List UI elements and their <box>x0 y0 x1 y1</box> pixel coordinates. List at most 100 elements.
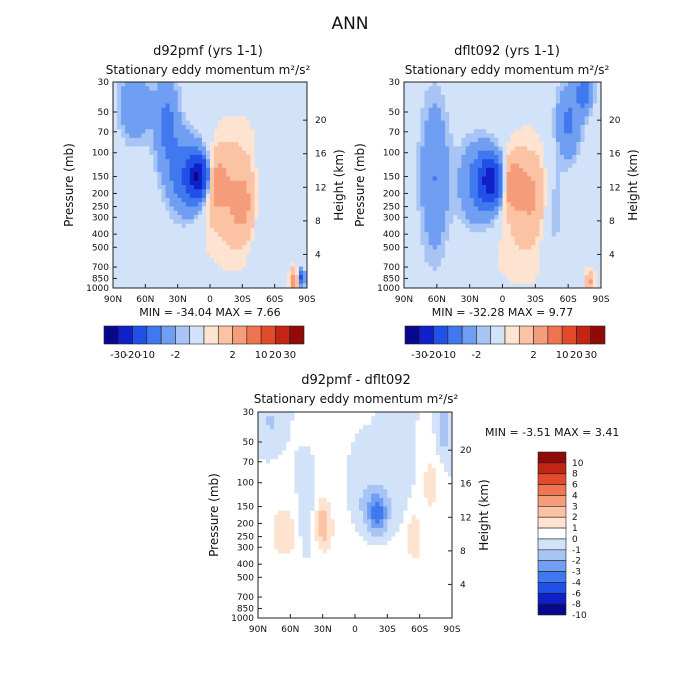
heatmap-cell <box>266 129 272 134</box>
heatmap-cell <box>514 197 520 203</box>
heatmap-cell <box>250 249 255 255</box>
heatmap-cell <box>461 232 466 237</box>
heatmap-cell <box>270 549 275 555</box>
heatmap-cell <box>461 142 466 147</box>
heatmap-cell <box>210 257 215 263</box>
heatmap-cell <box>153 275 158 280</box>
heatmap-cell <box>133 253 138 259</box>
heatmap-cell <box>531 112 536 117</box>
heatmap-cell <box>125 253 130 259</box>
heatmap-cell <box>461 227 466 233</box>
heatmap-cell <box>185 185 191 190</box>
heatmap-cell <box>576 245 581 250</box>
heatmap-cell <box>250 185 255 190</box>
heatmap-cell <box>416 154 421 160</box>
heatmap-cell <box>129 142 134 147</box>
heatmap-cell <box>568 82 573 87</box>
heatmap-cell <box>266 257 272 263</box>
heatmap-cell <box>514 137 520 143</box>
heatmap-cell <box>506 240 512 246</box>
heatmap-cell <box>290 154 296 160</box>
heatmap-cell <box>117 124 122 130</box>
heatmap-cell <box>165 142 170 147</box>
heatmap-cell <box>543 206 549 212</box>
heatmap-cell <box>408 275 413 280</box>
heatmap-cell <box>226 176 231 182</box>
heatmap-cell <box>173 275 179 280</box>
heatmap-cell <box>173 176 179 182</box>
heatmap-cell <box>498 240 503 246</box>
heatmap-cell <box>551 159 557 164</box>
heatmap-cell <box>210 142 215 147</box>
heatmap-cell <box>214 270 219 276</box>
heatmap-cell <box>125 159 130 164</box>
heatmap-cell <box>169 82 175 87</box>
heatmap-cell <box>477 257 483 263</box>
heatmap-cell <box>440 232 446 237</box>
heatmap-cell <box>294 167 300 173</box>
heatmap-cell <box>424 137 430 143</box>
heatmap-cell <box>404 146 409 152</box>
heatmap-cell <box>298 172 304 177</box>
heatmap-cell <box>278 262 284 267</box>
heatmap-cell <box>564 133 569 139</box>
heatmap-cell <box>469 146 475 152</box>
heatmap-cell <box>510 150 516 156</box>
heatmap-cell <box>173 167 179 173</box>
heatmap-cell <box>588 279 594 285</box>
heatmap-cell <box>185 94 191 100</box>
heatmap-cell <box>514 275 520 280</box>
heatmap-cell <box>258 566 263 572</box>
heatmap-cell <box>408 129 413 134</box>
heatmap-cell <box>230 116 235 122</box>
heatmap-cell <box>432 180 438 186</box>
heatmap-cell <box>133 202 138 207</box>
heatmap-cell <box>432 103 438 109</box>
heatmap-cell <box>465 103 471 109</box>
heatmap-cell <box>125 112 130 117</box>
heatmap-cell <box>278 94 284 100</box>
heatmap-cell <box>133 107 138 113</box>
heatmap-cell <box>408 202 413 207</box>
heatmap-cell <box>432 154 438 160</box>
heatmap-cell <box>404 236 409 242</box>
heatmap-cell <box>157 159 162 164</box>
heatmap-cell <box>218 215 223 220</box>
heatmap-cell <box>543 219 549 225</box>
heatmap-cell <box>559 210 565 216</box>
heatmap-cell <box>274 107 280 113</box>
heatmap-cell <box>185 172 191 177</box>
heatmap-cell <box>214 283 219 289</box>
heatmap-cell <box>278 232 284 237</box>
heatmap-cell <box>290 107 296 113</box>
heatmap-cell <box>262 90 267 96</box>
heatmap-cell <box>543 232 549 237</box>
heatmap-cell <box>518 99 524 104</box>
heatmap-cell <box>266 527 271 533</box>
heatmap-cell <box>457 154 462 160</box>
heatmap-cell <box>494 172 499 177</box>
heatmap-cell <box>506 112 512 117</box>
heatmap-cell <box>157 94 162 100</box>
heatmap-cell <box>230 120 235 126</box>
heatmap-cell <box>449 202 454 207</box>
heatmap-cell <box>169 107 175 113</box>
heatmap-cell <box>298 189 304 194</box>
heatmap-cell <box>535 232 540 237</box>
heatmap-cell <box>214 266 219 272</box>
heatmap-cell <box>278 124 284 130</box>
heatmap-cell <box>193 150 199 156</box>
heatmap-cell <box>428 236 434 242</box>
heatmap-cell <box>576 189 581 194</box>
heatmap-cell <box>145 154 150 160</box>
heatmap-cell <box>129 163 134 169</box>
heatmap-cell <box>205 146 211 152</box>
heatmap-cell <box>294 172 300 177</box>
heatmap-cell <box>258 493 263 499</box>
heatmap-cell <box>262 600 267 606</box>
heatmap-cell <box>449 154 454 160</box>
heatmap-cell <box>568 253 573 259</box>
heatmap-cell <box>498 116 503 122</box>
heatmap-cell <box>181 262 187 267</box>
heatmap-cell <box>230 107 235 113</box>
